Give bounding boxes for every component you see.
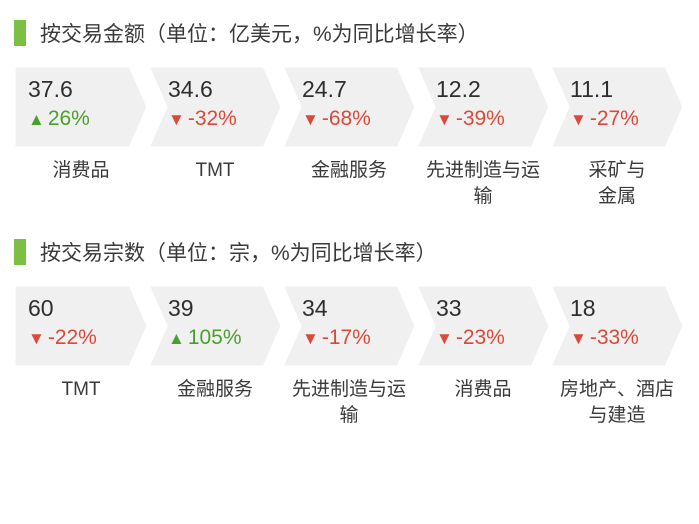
chevron-item: 11.1 ▼-27% [550,66,684,148]
arrow-down-icon: ▼ [436,330,453,347]
arrow-down-icon: ▼ [436,111,453,128]
arrow-up-icon: ▲ [168,330,185,347]
value-number: 33 [436,295,542,322]
change-percent: -33% [590,326,639,350]
arrow-down-icon: ▼ [570,330,587,347]
arrow-down-icon: ▼ [570,111,587,128]
section-1: 按交易宗数（单位：宗，%为同比增长率） 60▼-22% 39▲105% 34▼-… [14,237,685,428]
value-number: 39 [168,295,274,322]
change-line: ▲105% [168,326,274,350]
category-label: 金融服务 [282,158,416,209]
change-line: ▼-23% [436,326,542,350]
change-percent: -22% [48,326,97,350]
category-label: 金融服务 [148,377,282,428]
labels-row: TMT金融服务先进制造与运输消费品房地产、酒店与建造 [14,377,685,428]
chevron-item: 18 ▼-33% [550,285,684,367]
category-label: 先进制造与运输 [416,158,550,209]
chevron-content: 60 ▼-22% [28,295,140,350]
section-title: 按交易宗数（单位：宗，%为同比增长率） [40,237,437,267]
value-number: 34.6 [168,76,274,103]
category-label: 消费品 [416,377,550,428]
change-line: ▼-39% [436,107,542,131]
chevron-item: 34 ▼-17% [282,285,416,367]
chevron-item: 39 ▲105% [148,285,282,367]
category-label: TMT [148,158,282,209]
change-line: ▼-33% [570,326,676,350]
arrow-up-icon: ▲ [28,111,45,128]
chevron-row: 37.6▲26% 34.6▼-32% 24.7▼-68% 12.2▼-39% 1… [14,66,685,148]
section-header: 按交易宗数（单位：宗，%为同比增长率） [14,237,685,267]
change-line: ▼-32% [168,107,274,131]
chevron-content: 37.6 ▲26% [28,76,140,131]
change-line: ▼-22% [28,326,140,350]
change-percent: -39% [456,107,505,131]
chevron-item: 33 ▼-23% [416,285,550,367]
chevron-row: 60▼-22% 39▲105% 34▼-17% 33▼-23% 18▼-33% [14,285,685,367]
category-label: 消费品 [14,158,148,209]
arrow-down-icon: ▼ [168,111,185,128]
change-percent: 105% [188,326,242,350]
change-percent: -68% [322,107,371,131]
chevron-content: 39 ▲105% [168,295,274,350]
chevron-item: 37.6 ▲26% [14,66,148,148]
chevron-content: 34.6 ▼-32% [168,76,274,131]
accent-bar [14,239,26,265]
chevron-item: 12.2 ▼-39% [416,66,550,148]
chevron-content: 24.7 ▼-68% [302,76,408,131]
change-percent: -17% [322,326,371,350]
accent-bar [14,20,26,46]
value-number: 24.7 [302,76,408,103]
value-number: 11.1 [570,76,676,103]
value-number: 34 [302,295,408,322]
section-0: 按交易金额（单位：亿美元，%为同比增长率） 37.6▲26% 34.6▼-32%… [14,18,685,209]
change-line: ▲26% [28,107,140,131]
arrow-down-icon: ▼ [302,111,319,128]
category-label: 先进制造与运输 [282,377,416,428]
change-line: ▼-68% [302,107,408,131]
chevron-item: 24.7 ▼-68% [282,66,416,148]
labels-row: 消费品TMT金融服务先进制造与运输采矿与金属 [14,158,685,209]
category-label: TMT [14,377,148,428]
section-header: 按交易金额（单位：亿美元，%为同比增长率） [14,18,685,48]
value-number: 12.2 [436,76,542,103]
change-percent: -27% [590,107,639,131]
change-percent: -32% [188,107,237,131]
value-number: 18 [570,295,676,322]
change-line: ▼-17% [302,326,408,350]
chevron-item: 60 ▼-22% [14,285,148,367]
category-label: 采矿与金属 [550,158,684,209]
chevron-item: 34.6 ▼-32% [148,66,282,148]
chevron-content: 12.2 ▼-39% [436,76,542,131]
chevron-content: 18 ▼-33% [570,295,676,350]
chevron-content: 11.1 ▼-27% [570,76,676,131]
chevron-content: 33 ▼-23% [436,295,542,350]
change-percent: -23% [456,326,505,350]
change-percent: 26% [48,107,90,131]
category-label: 房地产、酒店与建造 [550,377,684,428]
change-line: ▼-27% [570,107,676,131]
arrow-down-icon: ▼ [28,330,45,347]
chevron-content: 34 ▼-17% [302,295,408,350]
section-title: 按交易金额（单位：亿美元，%为同比增长率） [40,18,479,48]
arrow-down-icon: ▼ [302,330,319,347]
value-number: 60 [28,295,140,322]
value-number: 37.6 [28,76,140,103]
